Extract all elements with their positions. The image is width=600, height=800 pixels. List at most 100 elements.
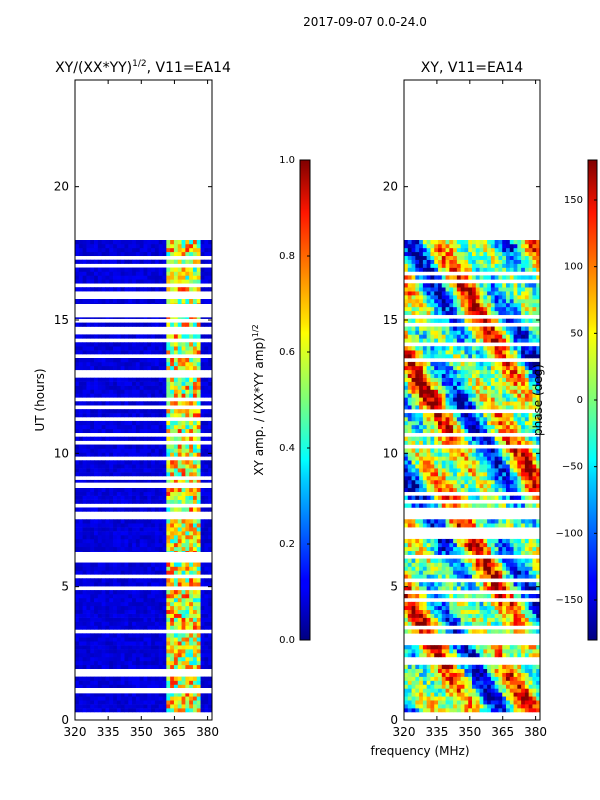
heatmap-cell: [208, 444, 213, 449]
heatmap-cell: [445, 676, 450, 681]
heatmap-cell: [521, 708, 526, 713]
heatmap-cell: [97, 692, 103, 697]
heatmap-cell: [82, 562, 87, 567]
heatmap-cell: [472, 562, 477, 567]
heatmap-cell: [521, 629, 526, 634]
heatmap-cell: [189, 342, 194, 347]
heatmap-cell: [502, 605, 507, 611]
heatmap-cell: [86, 322, 91, 327]
heatmap-cell: [143, 523, 148, 528]
heatmap-cell: [132, 656, 137, 662]
heatmap-cell: [192, 660, 198, 666]
heatmap-cell: [532, 680, 537, 685]
heatmap-cell: [419, 676, 424, 681]
heatmap-cell: [509, 680, 514, 685]
heatmap-cell: [166, 428, 171, 434]
heatmap-cell: [166, 389, 171, 394]
heatmap-cell: [151, 637, 156, 642]
heatmap-cell: [498, 479, 503, 485]
heatmap-cell: [147, 594, 152, 599]
heatmap-cell: [139, 377, 144, 382]
heatmap-cell: [524, 483, 530, 489]
heatmap-cell: [162, 287, 167, 292]
heatmap-cell: [151, 704, 156, 709]
heatmap-cell: [513, 649, 518, 654]
heatmap-cell: [185, 287, 190, 292]
heatmap-cell: [208, 460, 213, 465]
heatmap-cell: [192, 358, 198, 363]
heatmap-cell: [456, 594, 462, 599]
heatmap-cell: [86, 424, 91, 430]
heatmap-cell: [75, 531, 80, 536]
heatmap-cell: [472, 621, 477, 626]
heatmap-cell: [120, 279, 125, 284]
heatmap-cell: [468, 566, 473, 571]
heatmap-cell: [154, 251, 160, 257]
heatmap-cell: [528, 668, 533, 673]
heatmap-cell: [453, 495, 458, 500]
heatmap-cell: [479, 562, 484, 567]
heatmap-cell: [124, 704, 129, 709]
heatmap-cell: [498, 574, 503, 579]
heatmap-cell: [189, 660, 194, 666]
heatmap-cell: [97, 507, 103, 512]
heatmap-cell: [173, 523, 179, 528]
heatmap-cell: [513, 708, 518, 713]
heatmap-cell: [426, 546, 431, 552]
heatmap-cell: [154, 361, 160, 367]
heatmap-cell: [147, 566, 152, 571]
heatmap-cell: [120, 444, 125, 449]
heatmap-cell: [166, 700, 171, 705]
heatmap-cell: [528, 594, 533, 599]
heatmap-cell: [154, 692, 160, 697]
heatmap-cell: [490, 479, 496, 485]
heatmap-cell: [456, 696, 462, 701]
heatmap-cell: [82, 645, 87, 650]
heatmap-cell: [128, 464, 133, 469]
heatmap-cell: [143, 346, 148, 351]
heatmap-cell: [82, 468, 87, 473]
heatmap-cell: [532, 586, 537, 591]
heatmap-cell: [422, 700, 428, 705]
heatmap-cell: [204, 271, 209, 276]
heatmap-cell: [204, 594, 209, 599]
y-tick-label: 0: [61, 713, 69, 727]
heatmap-cell: [162, 696, 167, 701]
heatmap-cell: [109, 649, 114, 654]
heatmap-cell: [158, 259, 163, 264]
heatmap-cell: [97, 708, 103, 713]
heatmap-cell: [135, 299, 141, 304]
heatmap-cell: [430, 464, 435, 469]
heatmap-cell: [430, 546, 435, 552]
heatmap-cell: [173, 464, 179, 469]
y-tick-label: 10: [54, 446, 69, 460]
heatmap-cell: [438, 468, 443, 473]
heatmap-cell: [82, 247, 87, 253]
heatmap-cell: [86, 299, 91, 304]
heatmap-cell: [90, 578, 95, 583]
heatmap-cell: [170, 487, 175, 493]
heatmap-cell: [143, 613, 148, 618]
heatmap-cell: [75, 696, 80, 701]
heatmap-cell: [407, 550, 412, 555]
heatmap-cell: [494, 487, 499, 493]
heatmap-cell: [192, 625, 198, 630]
heatmap-cell: [434, 586, 439, 591]
heatmap-cell: [173, 566, 179, 571]
heatmap-cell: [532, 479, 537, 485]
heatmap-cell: [113, 621, 118, 626]
heatmap-cell: [94, 259, 99, 264]
heatmap-cell: [154, 613, 160, 618]
heatmap-cell: [456, 558, 462, 563]
heatmap-cell: [441, 609, 446, 614]
heatmap-cell: [185, 601, 190, 607]
heatmap-cell: [154, 401, 160, 406]
heatmap-cell: [101, 594, 106, 599]
heatmap-cell: [490, 472, 496, 477]
heatmap-cell: [468, 609, 473, 614]
heatmap-cell: [124, 487, 129, 493]
heatmap-cell: [472, 546, 477, 552]
heatmap-cell: [78, 452, 84, 457]
heatmap-cell: [456, 605, 462, 611]
heatmap-cell: [475, 645, 480, 650]
